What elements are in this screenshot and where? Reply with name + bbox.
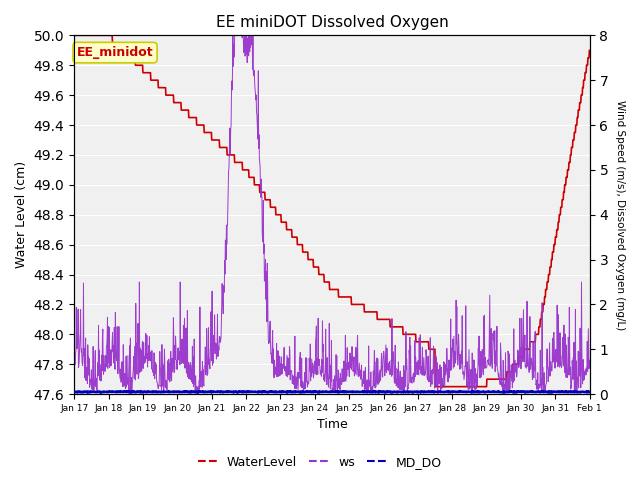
Legend: WaterLevel, ws, MD_DO: WaterLevel, ws, MD_DO xyxy=(193,451,447,474)
Y-axis label: Wind Speed (m/s), Dissolved Oxygen (mg/L): Wind Speed (m/s), Dissolved Oxygen (mg/L… xyxy=(615,100,625,330)
Y-axis label: Water Level (cm): Water Level (cm) xyxy=(15,161,28,268)
Text: EE_minidot: EE_minidot xyxy=(77,46,154,59)
Title: EE miniDOT Dissolved Oxygen: EE miniDOT Dissolved Oxygen xyxy=(216,15,448,30)
X-axis label: Time: Time xyxy=(317,419,348,432)
